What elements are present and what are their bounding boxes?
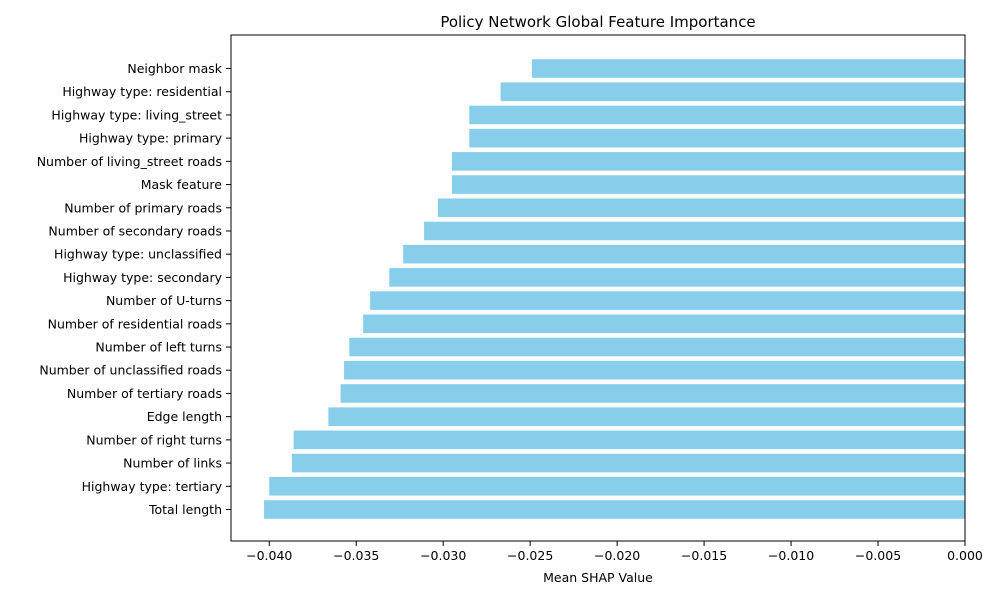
bar xyxy=(451,152,965,171)
plot-frame xyxy=(230,34,966,542)
x-tick-label: −0.025 xyxy=(507,548,553,563)
bar xyxy=(403,244,965,264)
bar xyxy=(424,221,965,241)
bar xyxy=(328,407,965,426)
y-tick-label: Highway type: residential xyxy=(62,84,222,99)
bar xyxy=(370,291,965,310)
x-tick-label: −0.020 xyxy=(594,548,640,563)
bar xyxy=(293,430,966,450)
x-tick-label: −0.035 xyxy=(333,548,379,563)
bar xyxy=(363,314,965,334)
y-axis-ticks: Neighbor mask Highway type: residential Hi… xyxy=(37,61,231,517)
bar xyxy=(291,453,965,473)
bar xyxy=(340,384,965,403)
y-tick-label: Number of links xyxy=(123,456,222,471)
x-tick-label: −0.040 xyxy=(246,548,292,563)
y-tick-label: Highway type: unclassified xyxy=(54,247,222,262)
x-tick-label: −0.030 xyxy=(420,548,466,563)
y-tick-label: Highway type: primary xyxy=(79,131,223,146)
y-tick-label: Number of residential roads xyxy=(48,316,222,331)
y-tick-label: Edge length xyxy=(147,409,222,424)
bar xyxy=(451,175,965,194)
bar xyxy=(389,268,965,287)
x-tick-label: −0.005 xyxy=(855,548,901,563)
bar xyxy=(500,82,965,101)
bar xyxy=(264,500,966,519)
y-tick-label: Neighbor mask xyxy=(127,61,222,76)
y-tick-label: Number of living_street roads xyxy=(37,154,222,169)
bar xyxy=(349,337,965,357)
y-tick-label: Mask feature xyxy=(141,177,223,192)
x-tick-label: 0.000 xyxy=(947,548,983,563)
y-tick-label: Number of unclassified roads xyxy=(39,363,222,378)
bar xyxy=(437,198,965,218)
y-tick-label: Total length xyxy=(148,502,222,517)
y-tick-label: Highway type: tertiary xyxy=(82,479,223,494)
x-axis-ticks: −0.040 −0.035 −0.030 −0.025 −0.020 −0.015 −0.0… xyxy=(246,541,983,563)
chart-title: Policy Network Global Feature Importance xyxy=(440,13,755,31)
y-tick-label: Number of primary roads xyxy=(64,200,222,215)
bar xyxy=(344,360,965,380)
bars-group xyxy=(264,59,966,519)
y-tick-label: Number of secondary roads xyxy=(48,223,222,238)
y-tick-label: Number of left turns xyxy=(95,340,222,355)
bar xyxy=(531,59,965,78)
y-tick-label: Number of right turns xyxy=(86,432,222,447)
y-tick-label: Highway type: secondary xyxy=(63,270,222,285)
x-axis-label: Mean SHAP Value xyxy=(543,570,653,585)
bar xyxy=(269,477,966,496)
x-tick-label: −0.015 xyxy=(681,548,727,563)
bar xyxy=(469,128,965,148)
y-tick-label: Highway type: living_street xyxy=(51,107,222,122)
y-tick-label: Number of U-turns xyxy=(106,293,222,308)
y-tick-label: Number of tertiary roads xyxy=(67,386,222,401)
bar xyxy=(469,105,965,125)
x-tick-label: −0.010 xyxy=(768,548,814,563)
